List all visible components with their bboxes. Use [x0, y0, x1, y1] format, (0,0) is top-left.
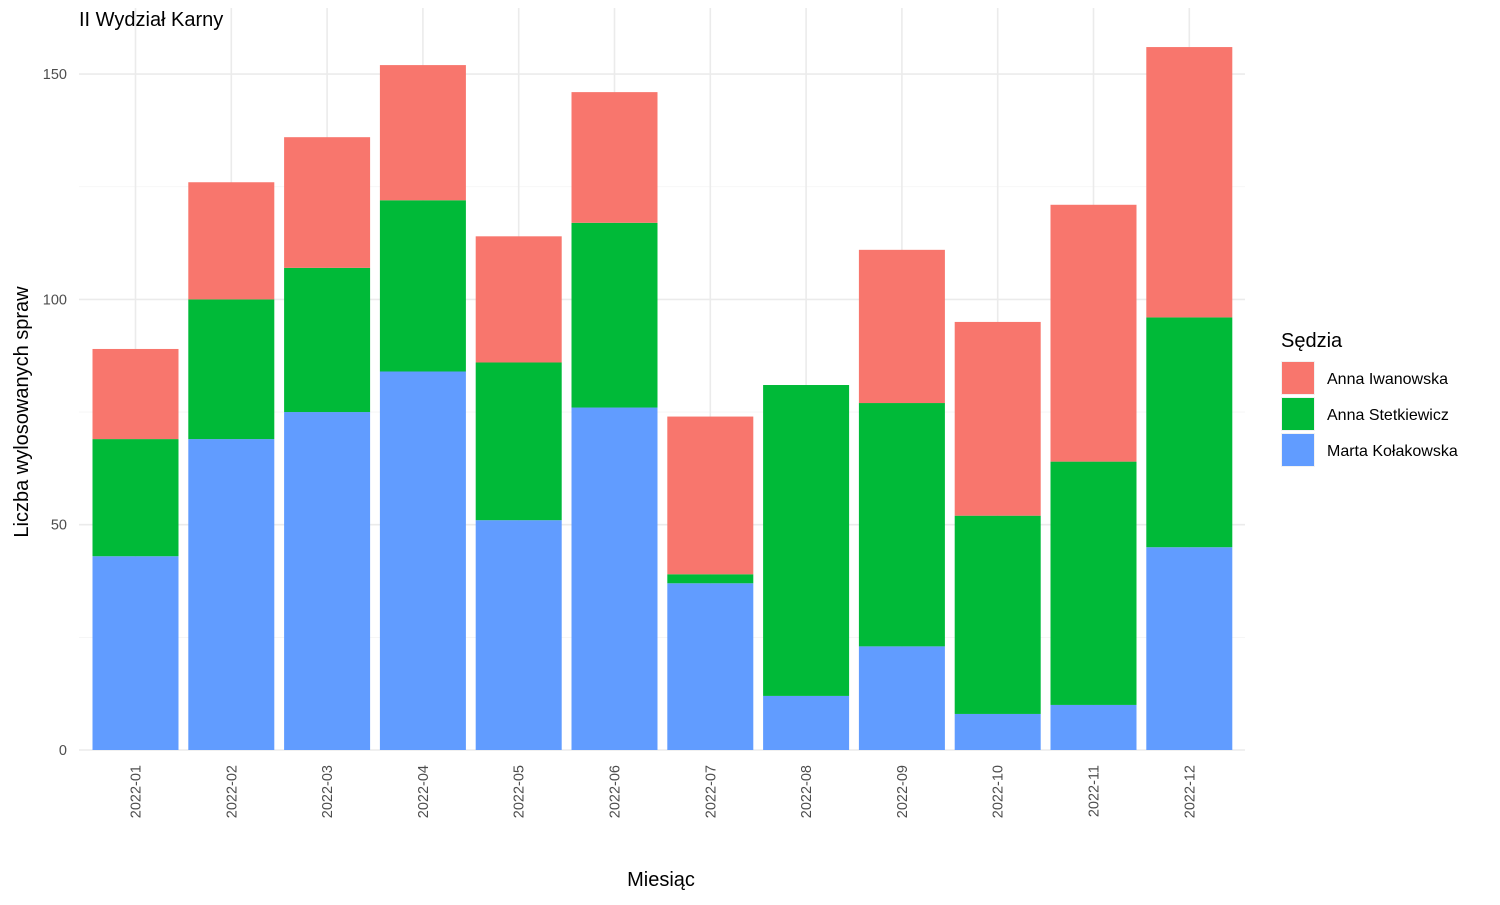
- x-tick-label: 2022-03: [320, 765, 336, 818]
- bar-segment: [954, 321, 1041, 516]
- bar-segment: [763, 695, 850, 750]
- legend-swatch: [1282, 362, 1314, 394]
- bar-segment: [954, 515, 1041, 714]
- y-tick-label: 0: [59, 743, 67, 759]
- bar-segment: [284, 137, 371, 268]
- bar-segment: [571, 92, 658, 223]
- bar-segment: [1050, 704, 1137, 750]
- bar-segment: [475, 362, 562, 521]
- x-tick-label: 2022-05: [512, 765, 528, 818]
- x-tick-label: 2022-06: [608, 765, 624, 818]
- legend-label: Anna Iwanowska: [1327, 371, 1448, 388]
- bar-segment: [1146, 547, 1233, 750]
- x-tick-label: 2022-08: [799, 765, 815, 818]
- y-tick-label: 150: [43, 67, 67, 83]
- y-tick-label: 100: [43, 292, 67, 308]
- bar-segment: [571, 222, 658, 408]
- bar-segment: [284, 267, 371, 413]
- bar-segment: [379, 200, 466, 372]
- bar-segment: [858, 646, 945, 750]
- legend-label: Marta Kołakowska: [1327, 443, 1458, 460]
- bar-segment: [188, 182, 275, 300]
- bar-segment: [188, 299, 275, 440]
- x-tick-label: 2022-10: [991, 765, 1007, 818]
- bar-segment: [667, 574, 754, 584]
- bar-segment: [858, 403, 945, 647]
- y-axis-title: Liczba wylosowanych spraw: [11, 286, 33, 538]
- legend-swatch: [1282, 434, 1314, 466]
- y-axis-ticks: 0 50 100 150: [43, 67, 67, 759]
- bar-segment: [571, 407, 658, 750]
- legend: Sędzia Anna Iwanowska Anna Stetkiewicz Mar…: [1281, 330, 1458, 467]
- bar-segment: [379, 371, 466, 750]
- bar-segment: [763, 385, 850, 696]
- bars: [92, 47, 1233, 750]
- bar-segment: [1050, 204, 1137, 462]
- bar-segment: [475, 236, 562, 363]
- bar-segment: [1146, 47, 1233, 318]
- x-tick-label: 2022-02: [224, 765, 240, 818]
- legend-swatch: [1282, 398, 1314, 430]
- bar-segment: [92, 556, 179, 750]
- bar-segment: [1050, 461, 1137, 705]
- x-axis-ticks: 2022-01 2022-02 2022-03 2022-04 2022-05 2022-…: [129, 765, 1199, 818]
- x-tick-label: 2022-09: [895, 765, 911, 818]
- bar-segment: [92, 348, 179, 440]
- legend-items: Anna Iwanowska Anna Stetkiewicz Marta Koła…: [1281, 361, 1458, 467]
- legend-label: Anna Stetkiewicz: [1327, 407, 1449, 424]
- bar-segment: [188, 439, 275, 750]
- bar-segment: [379, 65, 466, 201]
- bar-segment: [284, 412, 371, 750]
- x-tick-label: 2022-11: [1087, 765, 1103, 817]
- bar-segment: [667, 583, 754, 750]
- bar-segment: [1146, 317, 1233, 548]
- bar-segment: [667, 416, 754, 575]
- bar-segment: [475, 520, 562, 750]
- x-axis-title: Miesiąc: [627, 869, 695, 891]
- bar-segment: [92, 439, 179, 557]
- bar-segment: [954, 713, 1041, 750]
- x-tick-label: 2022-01: [129, 765, 145, 818]
- x-tick-label: 2022-12: [1182, 765, 1198, 818]
- x-tick-label: 2022-04: [416, 765, 432, 818]
- y-tick-label: 50: [51, 518, 67, 534]
- bar-segment: [858, 249, 945, 404]
- chart-title: II Wydział Karny: [79, 9, 223, 31]
- legend-title: Sędzia: [1281, 330, 1343, 352]
- x-tick-label: 2022-07: [703, 765, 719, 818]
